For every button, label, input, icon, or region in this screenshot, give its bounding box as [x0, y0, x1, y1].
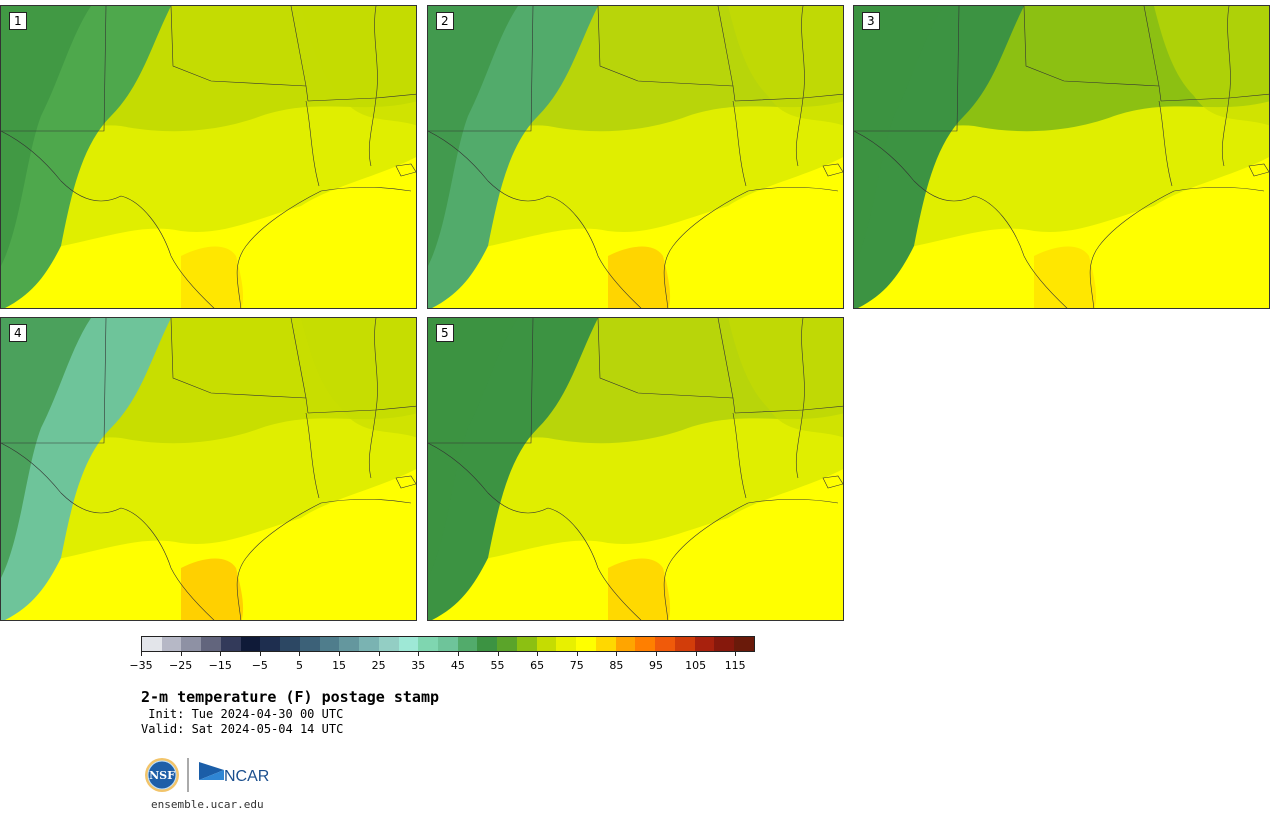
colorbar-tick-label: 75	[569, 659, 584, 672]
ncar-logo-text: NCAR	[224, 768, 269, 785]
colorbar-tick-label: 55	[490, 659, 505, 672]
colorbar-tick-label: 115	[724, 659, 746, 672]
colorbar-tick-label: 95	[648, 659, 663, 672]
init-time: Init: Tue 2024-04-30 00 UTC	[141, 707, 344, 721]
colorbar-swatch	[260, 637, 281, 651]
map-panel-2: 2	[427, 5, 844, 309]
colorbar-swatch	[438, 637, 458, 651]
panel-number: 1	[9, 12, 27, 30]
colorbar-tick	[616, 652, 618, 656]
colorbar-tick-label: −25	[169, 659, 193, 672]
colorbar-swatch	[694, 637, 715, 651]
temperature-map-1	[1, 6, 416, 308]
map-panel-3: 3	[853, 5, 1270, 309]
panel-number: 4	[9, 324, 27, 342]
colorbar-swatch	[457, 637, 478, 651]
colorbar-tick-label: 45	[450, 659, 465, 672]
colorbar-swatch	[201, 637, 221, 651]
colorbar-tick	[418, 652, 420, 656]
temperature-map-3	[854, 6, 1269, 308]
website-url: ensemble.ucar.edu	[151, 798, 264, 811]
colorbar-swatch	[142, 637, 162, 651]
colorbar-tick	[497, 652, 499, 656]
colorbar-swatch	[319, 637, 340, 651]
logos: NSF NCAR	[144, 756, 274, 796]
colorbar-tick-label: −15	[208, 659, 232, 672]
colorbar-tick-label: −5	[251, 659, 268, 672]
colorbar-tick	[299, 652, 301, 656]
panel-number: 2	[436, 12, 454, 30]
colorbar-swatch	[556, 637, 577, 651]
temperature-map-5	[428, 318, 843, 620]
colorbar-swatch	[734, 637, 754, 651]
figure-title: 2-m temperature (F) postage stamp	[141, 688, 440, 706]
colorbar-tick	[695, 652, 697, 656]
colorbar-swatch	[497, 637, 517, 651]
map-panel-1: 1	[0, 5, 417, 309]
colorbar-tick-label: 105	[685, 659, 707, 672]
colorbar-tick	[339, 652, 341, 656]
colorbar-swatch	[674, 637, 695, 651]
colorbar-tick-label: 65	[530, 659, 545, 672]
panel-number: 3	[862, 12, 880, 30]
colorbar-tick-label: 35	[411, 659, 426, 672]
colorbar-tick-label: 15	[332, 659, 347, 672]
colorbar-tick-label: 5	[295, 659, 303, 672]
colorbar-tick	[576, 652, 578, 656]
colorbar-swatch	[240, 637, 261, 651]
colorbar-swatch	[635, 637, 656, 651]
temperature-map-2	[428, 6, 843, 308]
ncar-logo-icon: NCAR	[199, 762, 269, 785]
colorbar-swatch	[576, 637, 596, 651]
colorbar-swatch	[280, 637, 300, 651]
colorbar-ticks: −35 −25 −15 −5 5 15 25 35 45 55 65 75 85 95 105 115	[129, 652, 755, 682]
colorbar-swatch	[714, 637, 735, 651]
colorbar-tick	[141, 652, 142, 656]
colorbar-swatch	[359, 637, 379, 651]
colorbar-swatch	[378, 637, 399, 651]
map-panel-4: 4	[0, 317, 417, 621]
colorbar-swatch	[655, 637, 675, 651]
colorbar-tick	[735, 652, 737, 656]
colorbar-tick-label: 25	[371, 659, 386, 672]
colorbar-tick	[655, 652, 657, 656]
colorbar-tick-label: 85	[609, 659, 624, 672]
temperature-map-4	[1, 318, 416, 620]
colorbar-swatch	[595, 637, 616, 651]
nsf-logo-icon: NSF	[145, 758, 179, 792]
colorbar-swatch	[615, 637, 636, 651]
colorbar-swatch	[220, 637, 241, 651]
colorbar-tick	[180, 652, 182, 656]
colorbar-swatch	[299, 637, 320, 651]
colorbar-swatch	[516, 637, 537, 651]
colorbar-swatch	[418, 637, 439, 651]
colorbar-tick	[457, 652, 459, 656]
colorbar-tick	[259, 652, 261, 656]
colorbar-swatch	[339, 637, 360, 651]
colorbar-tick	[378, 652, 380, 656]
colorbar-swatch	[181, 637, 202, 651]
map-panel-5: 5	[427, 317, 844, 621]
panel-number: 5	[436, 324, 454, 342]
colorbar-swatch	[477, 637, 498, 651]
colorbar-swatch	[536, 637, 557, 651]
colorbar-tick-label: −35	[129, 659, 153, 672]
colorbar-swatch	[161, 637, 182, 651]
colorbar-swatch	[398, 637, 419, 651]
valid-time: Valid: Sat 2024-05-04 14 UTC	[141, 722, 344, 736]
colorbar-tick	[537, 652, 539, 656]
nsf-logo-text: NSF	[149, 769, 175, 782]
temperature-colorbar	[141, 636, 755, 652]
colorbar-tick	[220, 652, 222, 656]
